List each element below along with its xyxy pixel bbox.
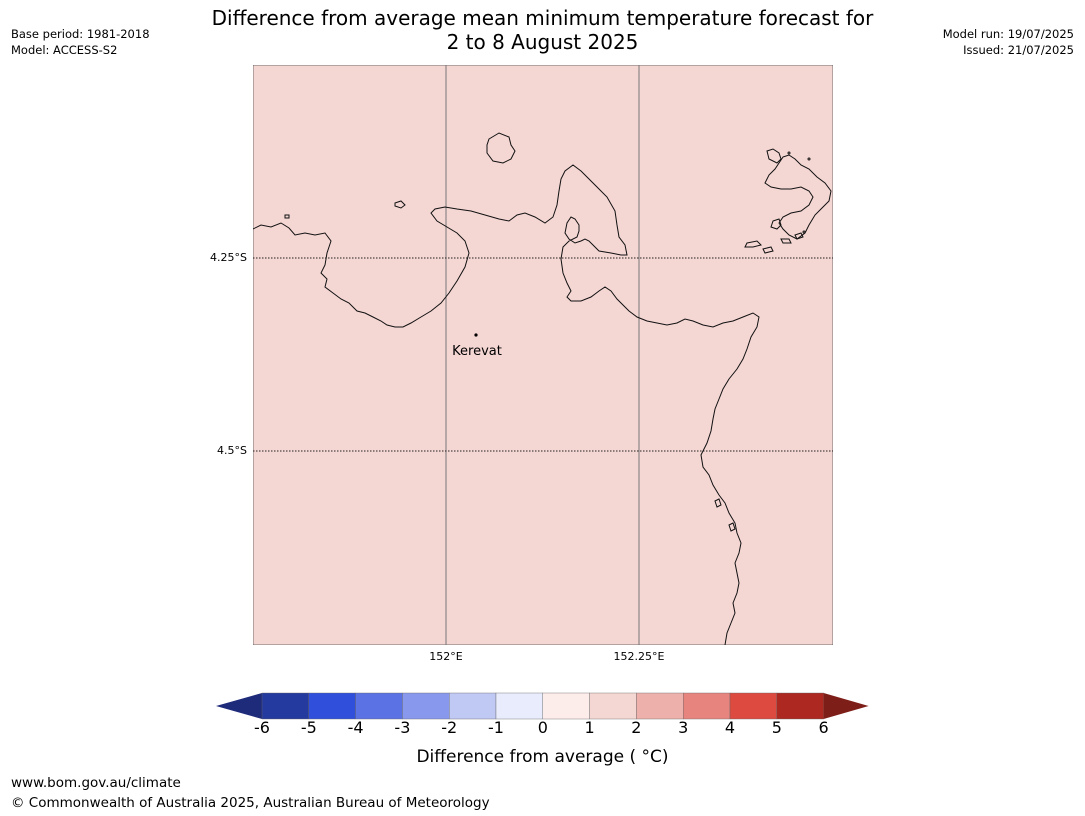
lat-label-4-25: 4.25°S: [210, 251, 247, 264]
colorbar-segment: [448, 692, 497, 720]
colorbar-title: Difference from average ( °C): [416, 747, 669, 767]
colorbar-segment: [495, 692, 543, 720]
forecast-map: Kerevat: [253, 65, 833, 645]
colorbar-tick-label: 4: [724, 718, 736, 737]
colorbar-segment: [308, 692, 356, 720]
colorbar-segment: [261, 692, 309, 720]
colorbar-segment: [729, 692, 777, 720]
colorbar-tick-label: 6: [818, 718, 829, 737]
colorbar-tick-label: -2: [441, 718, 458, 737]
colorbar-tick-label: 3: [678, 718, 689, 737]
issued-date: Issued: 21/07/2025: [963, 43, 1074, 57]
colorbar: [215, 692, 871, 724]
base-period: Base period: 1981-2018: [11, 27, 150, 41]
lon-label-152-25: 152.25°E: [613, 650, 665, 663]
footer-copyright: © Commonwealth of Australia 2025, Austra…: [11, 795, 490, 811]
lon-label-152: 152°E: [429, 650, 463, 663]
colorbar-tick-label: 2: [631, 718, 642, 737]
colorbar-over-arrow: [823, 693, 869, 719]
meta-right: Model run: 19/07/2025 Issued: 21/07/2025: [943, 26, 1074, 58]
title-line-1: Difference from average mean minimum tem…: [211, 6, 874, 30]
colorbar-segment: [355, 692, 403, 720]
colorbar-segment: [776, 692, 824, 720]
footer-url[interactable]: www.bom.gov.au/climate: [11, 775, 181, 791]
meta-left: Base period: 1981-2018 Model: ACCESS-S2: [11, 26, 150, 58]
map-background: [253, 65, 833, 645]
colorbar-tick-label: -6: [254, 718, 270, 737]
colorbar-segment: [683, 692, 731, 720]
colorbar-under-arrow: [216, 693, 262, 719]
colorbar-tick-label: 5: [771, 718, 782, 737]
colorbar-tick-label: -3: [394, 718, 411, 737]
kerevat-label: Kerevat: [452, 344, 502, 359]
colorbar-tick-label: -1: [488, 718, 504, 737]
map-title: Difference from average mean minimum tem…: [0, 6, 1085, 54]
colorbar-tick-label: -4: [347, 718, 364, 737]
model-run: Model run: 19/07/2025: [942, 27, 1074, 41]
coastline: [253, 132, 832, 645]
colorbar-segment: [636, 692, 684, 720]
colorbar-tick-label: -5: [300, 718, 317, 737]
kerevat-marker: [474, 333, 478, 337]
colorbar-segment: [589, 692, 637, 720]
title-line-2: 2 to 8 August 2025: [446, 30, 639, 54]
model-name: Model: ACCESS-S2: [11, 43, 118, 57]
colorbar-tick-label: 1: [584, 718, 595, 737]
colorbar-segment: [542, 692, 590, 720]
colorbar-tick-label: 0: [537, 718, 548, 737]
colorbar-segment: [402, 692, 450, 720]
lat-label-4-5: 4.5°S: [217, 444, 247, 457]
